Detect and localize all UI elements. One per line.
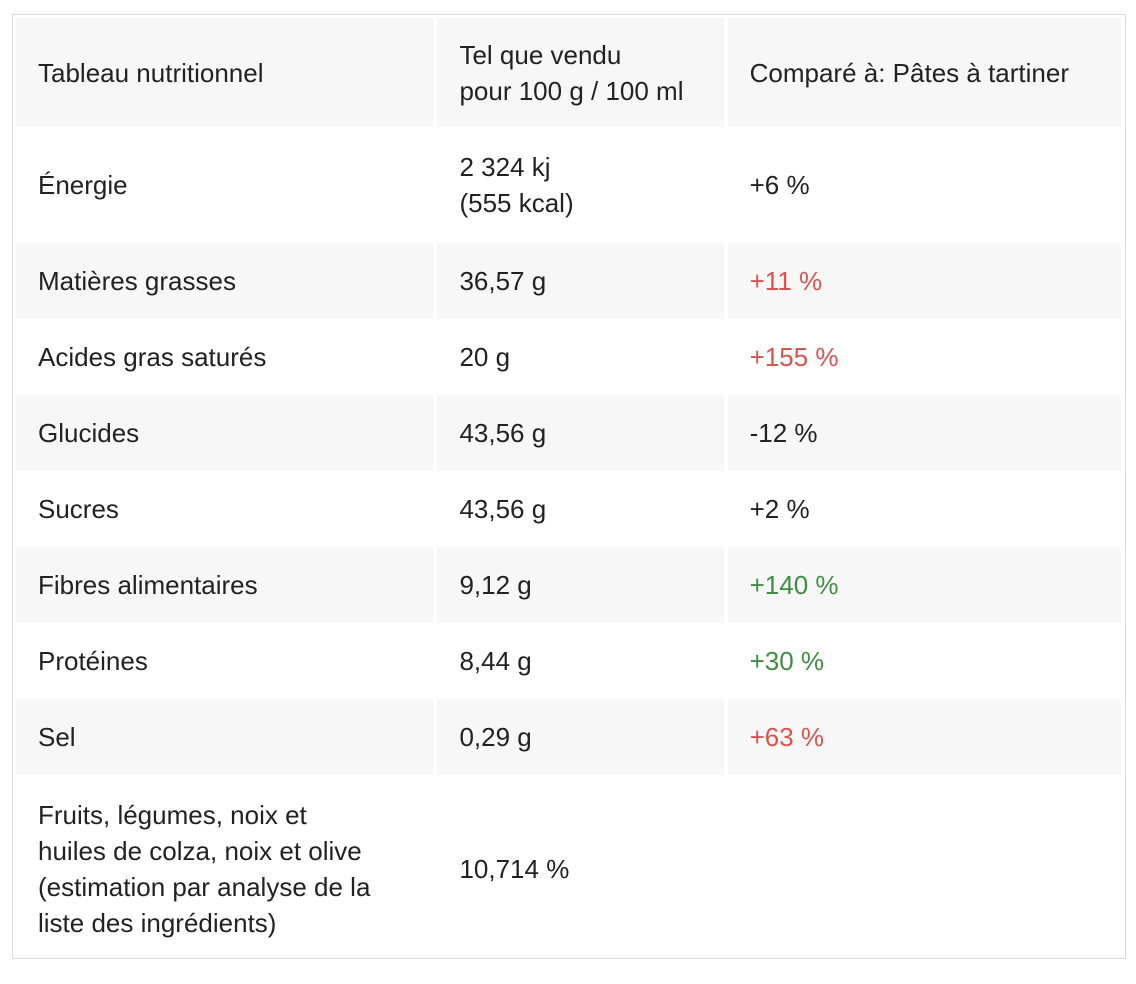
fruits-label-line4: liste des ingrédients) xyxy=(38,908,277,938)
row-compare xyxy=(728,775,1121,963)
row-compare: +155 % xyxy=(749,342,839,372)
energy-kj: 2 324 kj xyxy=(459,152,551,182)
row-label: Acides gras saturés xyxy=(38,342,267,372)
row-label: Énergie xyxy=(38,170,128,200)
row-value: 2 324 kj (555 kcal) xyxy=(437,127,723,243)
row-value: 43,56 g xyxy=(437,395,724,471)
row-compare: -12 % xyxy=(727,395,1121,471)
row-label: Glucides xyxy=(16,395,434,471)
row-value: 0,29 g xyxy=(437,699,724,775)
row-compare: +63 % xyxy=(727,699,1121,775)
row-compare: +11 % xyxy=(727,243,1121,319)
table-header-row: Tableau nutritionnel Tel que vendu pour … xyxy=(16,18,1121,127)
header-compared-to: Comparé à: Pâtes à tartiner xyxy=(727,18,1121,127)
row-compare: +30 % xyxy=(749,646,825,676)
nutrition-table-frame: Tableau nutritionnel Tel que vendu pour … xyxy=(12,14,1126,959)
header-as-sold: Tel que vendu pour 100 g / 100 ml xyxy=(437,18,724,127)
table-row-saturated-fat: Acides gras saturés 20 g +155 % xyxy=(16,319,1121,395)
energy-kcal: (555 kcal) xyxy=(459,188,574,218)
row-value: 20 g xyxy=(459,342,511,372)
table-row-sugars: Sucres 43,56 g +2 % xyxy=(16,471,1121,547)
row-compare: +6 % xyxy=(749,170,810,200)
table-row-carbs: Glucides 43,56 g -12 % xyxy=(16,395,1121,471)
row-value: 36,57 g xyxy=(437,243,724,319)
fruits-label-line2: huiles de colza, noix et olive xyxy=(38,836,362,866)
row-label: Fibres alimentaires xyxy=(16,547,434,623)
row-value: 10,714 % xyxy=(459,854,570,884)
row-label: Sucres xyxy=(38,494,119,524)
header-nutrition-table: Tableau nutritionnel xyxy=(16,18,434,127)
table-row-fruits-vegetables: Fruits, légumes, noix et huiles de colza… xyxy=(16,775,1121,963)
table-row-protein: Protéines 8,44 g +30 % xyxy=(16,623,1121,699)
table-row-energy: Énergie 2 324 kj (555 kcal) +6 % xyxy=(16,127,1121,243)
fruits-label-line3: (estimation par analyse de la xyxy=(38,872,371,902)
header-as-sold-line2: pour 100 g / 100 ml xyxy=(459,75,684,106)
header-as-sold-line1: Tel que vendu xyxy=(459,39,622,70)
row-value: 8,44 g xyxy=(459,646,532,676)
table-row-fat: Matières grasses 36,57 g +11 % xyxy=(16,243,1121,319)
row-label: Fruits, légumes, noix et huiles de colza… xyxy=(16,775,433,963)
nutrition-table: Tableau nutritionnel Tel que vendu pour … xyxy=(12,18,1125,963)
row-label: Protéines xyxy=(38,646,148,676)
row-label: Matières grasses xyxy=(16,243,434,319)
table-row-fiber: Fibres alimentaires 9,12 g +140 % xyxy=(16,547,1121,623)
row-compare: +140 % xyxy=(727,547,1121,623)
row-label: Sel xyxy=(16,699,434,775)
row-value: 43,56 g xyxy=(459,494,547,524)
table-row-salt: Sel 0,29 g +63 % xyxy=(16,699,1121,775)
row-compare: +2 % xyxy=(749,494,810,524)
row-value: 9,12 g xyxy=(437,547,724,623)
fruits-label-line1: Fruits, légumes, noix et xyxy=(38,800,307,830)
